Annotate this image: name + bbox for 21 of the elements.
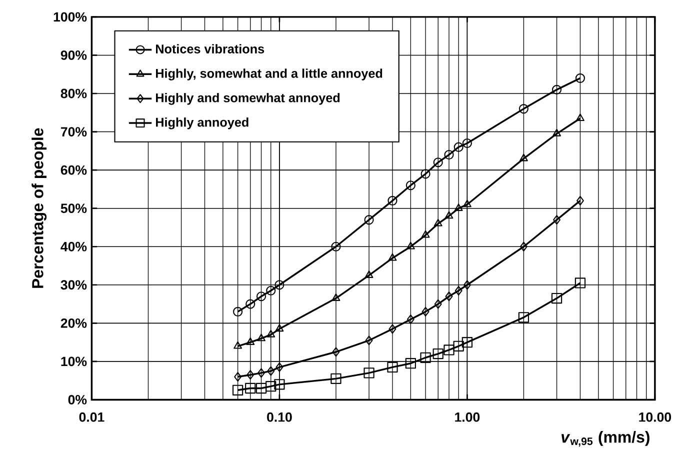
legend-label: Highly, somewhat and a little annoyed — [156, 68, 382, 81]
x-tick-label: 0.10 — [267, 412, 292, 422]
x-tick-label: 0.01 — [79, 412, 104, 422]
y-tick-label: 10% — [61, 356, 87, 366]
y-tick-label: 50% — [60, 204, 87, 214]
y-tick-label: 80% — [60, 89, 87, 98]
legend-label: Highly annoyed — [156, 118, 248, 130]
legend-label: Notices vibrations — [156, 44, 264, 54]
y-tick-label: 0% — [68, 395, 87, 405]
y-tick-label: 70% — [60, 127, 87, 137]
x-tick-label: 1.00 — [455, 412, 480, 422]
y-tick-label: 90% — [60, 50, 87, 60]
y-tick-label: 20% — [60, 318, 87, 328]
y-tick-label: 30% — [60, 280, 87, 290]
legend-label: Highly and somewhat annoyed — [156, 93, 340, 106]
y-axis-title: Percentage of people — [32, 128, 47, 288]
y-tick-label: 60% — [60, 166, 87, 175]
y-tick-label: 100% — [54, 12, 87, 22]
y-tick-label: 40% — [60, 242, 87, 252]
x-axis-title: v$_{w,95}$ (mm/s) — [561, 431, 650, 447]
x-tick-label: 10.00 — [639, 412, 672, 422]
